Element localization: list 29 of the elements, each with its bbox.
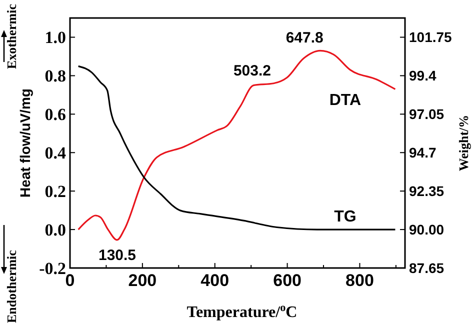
y-tick-label: -0.2 — [39, 259, 66, 278]
y-tick-label: 1.0 — [44, 28, 66, 48]
x-tick-label: 600 — [273, 271, 302, 290]
text: Exothermic — [4, 4, 19, 69]
annotation: 503.2 — [233, 62, 272, 80]
y-axis-title: Heat flow/uV/mg — [17, 88, 33, 198]
y2-tick-label: 97.05 — [409, 106, 444, 122]
x-tick-label: 0 — [65, 271, 75, 290]
x-tick-label: 400 — [200, 271, 230, 290]
series-label: TG — [334, 208, 356, 226]
x-axis-title: Temperature/$^{o}$C — [186, 302, 298, 321]
x-tick-label: 200 — [128, 271, 157, 290]
y-tick-label: 0.4 — [44, 144, 66, 163]
y-tick-label: 0.2 — [44, 182, 66, 202]
annotation: 647.8 — [286, 30, 324, 47]
y-tick-label: 0.8 — [44, 66, 66, 86]
y2-axis-title: Weight/% — [456, 114, 471, 172]
text: Endothermic — [4, 250, 19, 323]
y2-tick-label: 87.65 — [409, 260, 444, 276]
y2-tick-label: 92.35 — [409, 183, 444, 200]
y2-tick-label: 99.4 — [409, 68, 436, 84]
y2-tick-label: 94.7 — [409, 144, 436, 161]
y-tick-label: 0.0 — [44, 220, 66, 240]
series-label: DTA — [329, 92, 362, 110]
x-tick-label: 800 — [346, 271, 374, 290]
annotation: 130.5 — [98, 246, 136, 264]
y2-tick-label: 90.00 — [409, 222, 444, 238]
y2-tick-label: 101.75 — [409, 29, 452, 46]
y-tick-label: 0.6 — [44, 105, 66, 124]
